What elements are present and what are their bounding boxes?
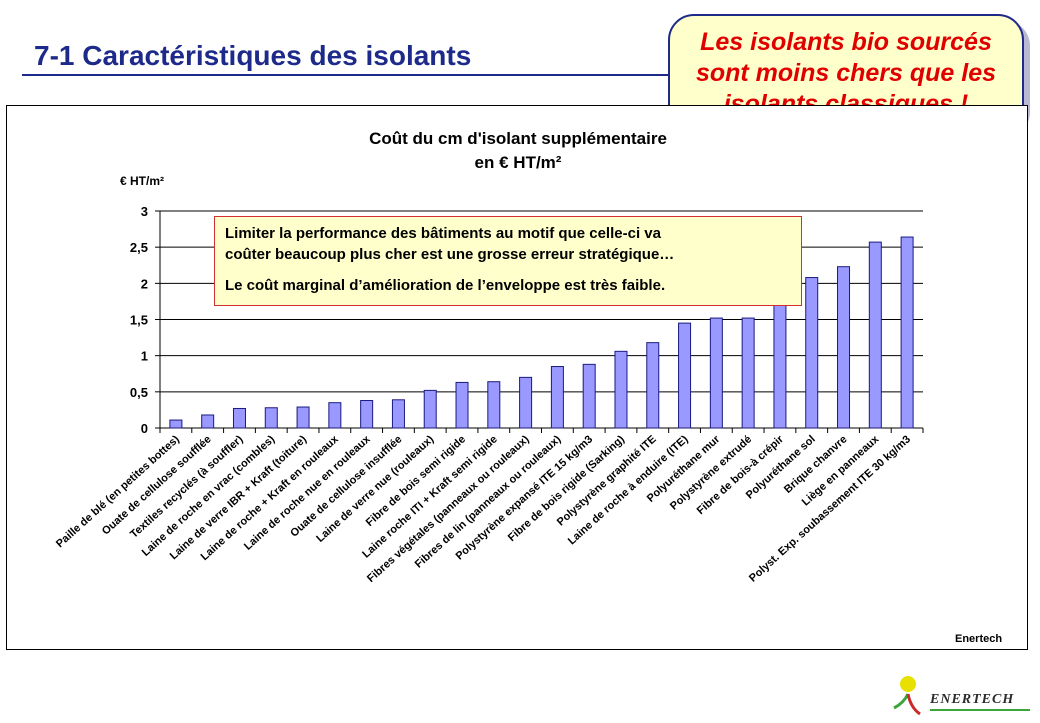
x-category-label: Fibres de lin (panneaux ou rouleaux) <box>413 433 564 571</box>
bar <box>868 241 882 429</box>
callout-line-1: Les isolants bio sourcés <box>700 27 992 56</box>
bar <box>201 414 215 429</box>
bar <box>900 236 914 429</box>
y-tick-label: 1,5 <box>130 313 148 328</box>
chart-source: Enertech <box>955 633 1003 645</box>
bar <box>296 406 310 429</box>
bar <box>519 376 533 429</box>
bar <box>169 419 183 429</box>
bar <box>232 407 246 429</box>
bar <box>773 300 787 429</box>
note-gap <box>225 265 791 275</box>
bar <box>423 389 437 429</box>
bar <box>264 407 278 429</box>
y-axis-label: € HT/m² <box>120 174 164 188</box>
bar <box>328 402 342 429</box>
y-tick-label: 2,5 <box>130 240 148 255</box>
chart-title-line-1: Coût du cm d'isolant supplémentaire <box>369 129 667 148</box>
title-underline <box>22 74 682 76</box>
callout-line-2: sont moins chers que les <box>695 58 997 87</box>
bar <box>614 350 628 429</box>
y-tick-label: 2 <box>141 276 148 291</box>
note-line-2: coûter beaucoup plus cher est une grosse… <box>225 246 675 263</box>
enertech-logo: ENERTECH <box>890 672 1035 718</box>
logo-mark-icon <box>893 676 1030 716</box>
bar <box>646 342 660 429</box>
note-line-3: Le coût marginal d’amélioration de l’env… <box>225 277 666 294</box>
bar <box>805 277 819 429</box>
bar <box>678 322 692 429</box>
page-title: 7-1 Caractéristiques des isolants <box>34 40 472 71</box>
chart-frame <box>6 105 1028 650</box>
x-category-label: Fibre de bois rigide (Sarking) <box>506 433 627 544</box>
bar <box>360 400 374 429</box>
bar <box>837 266 851 429</box>
bar <box>391 399 405 429</box>
note-line-1: Limiter la performance des bâtiments au … <box>225 225 661 242</box>
bar <box>709 317 723 429</box>
bar <box>582 363 596 429</box>
y-tick-label: 0 <box>141 421 148 436</box>
bar <box>487 381 501 429</box>
logo-sun-icon <box>900 676 916 692</box>
bar <box>741 317 755 429</box>
bar <box>550 366 564 429</box>
y-tick-label: 0,5 <box>130 385 148 400</box>
chart-title-line-2: en € HT/m² <box>475 153 562 172</box>
bar <box>455 381 469 429</box>
note-box: Limiter la performance des bâtiments au … <box>214 216 802 306</box>
logo-text: ENERTECH <box>930 692 1015 707</box>
y-tick-label: 1 <box>141 349 148 364</box>
y-tick-label: 3 <box>141 204 148 219</box>
